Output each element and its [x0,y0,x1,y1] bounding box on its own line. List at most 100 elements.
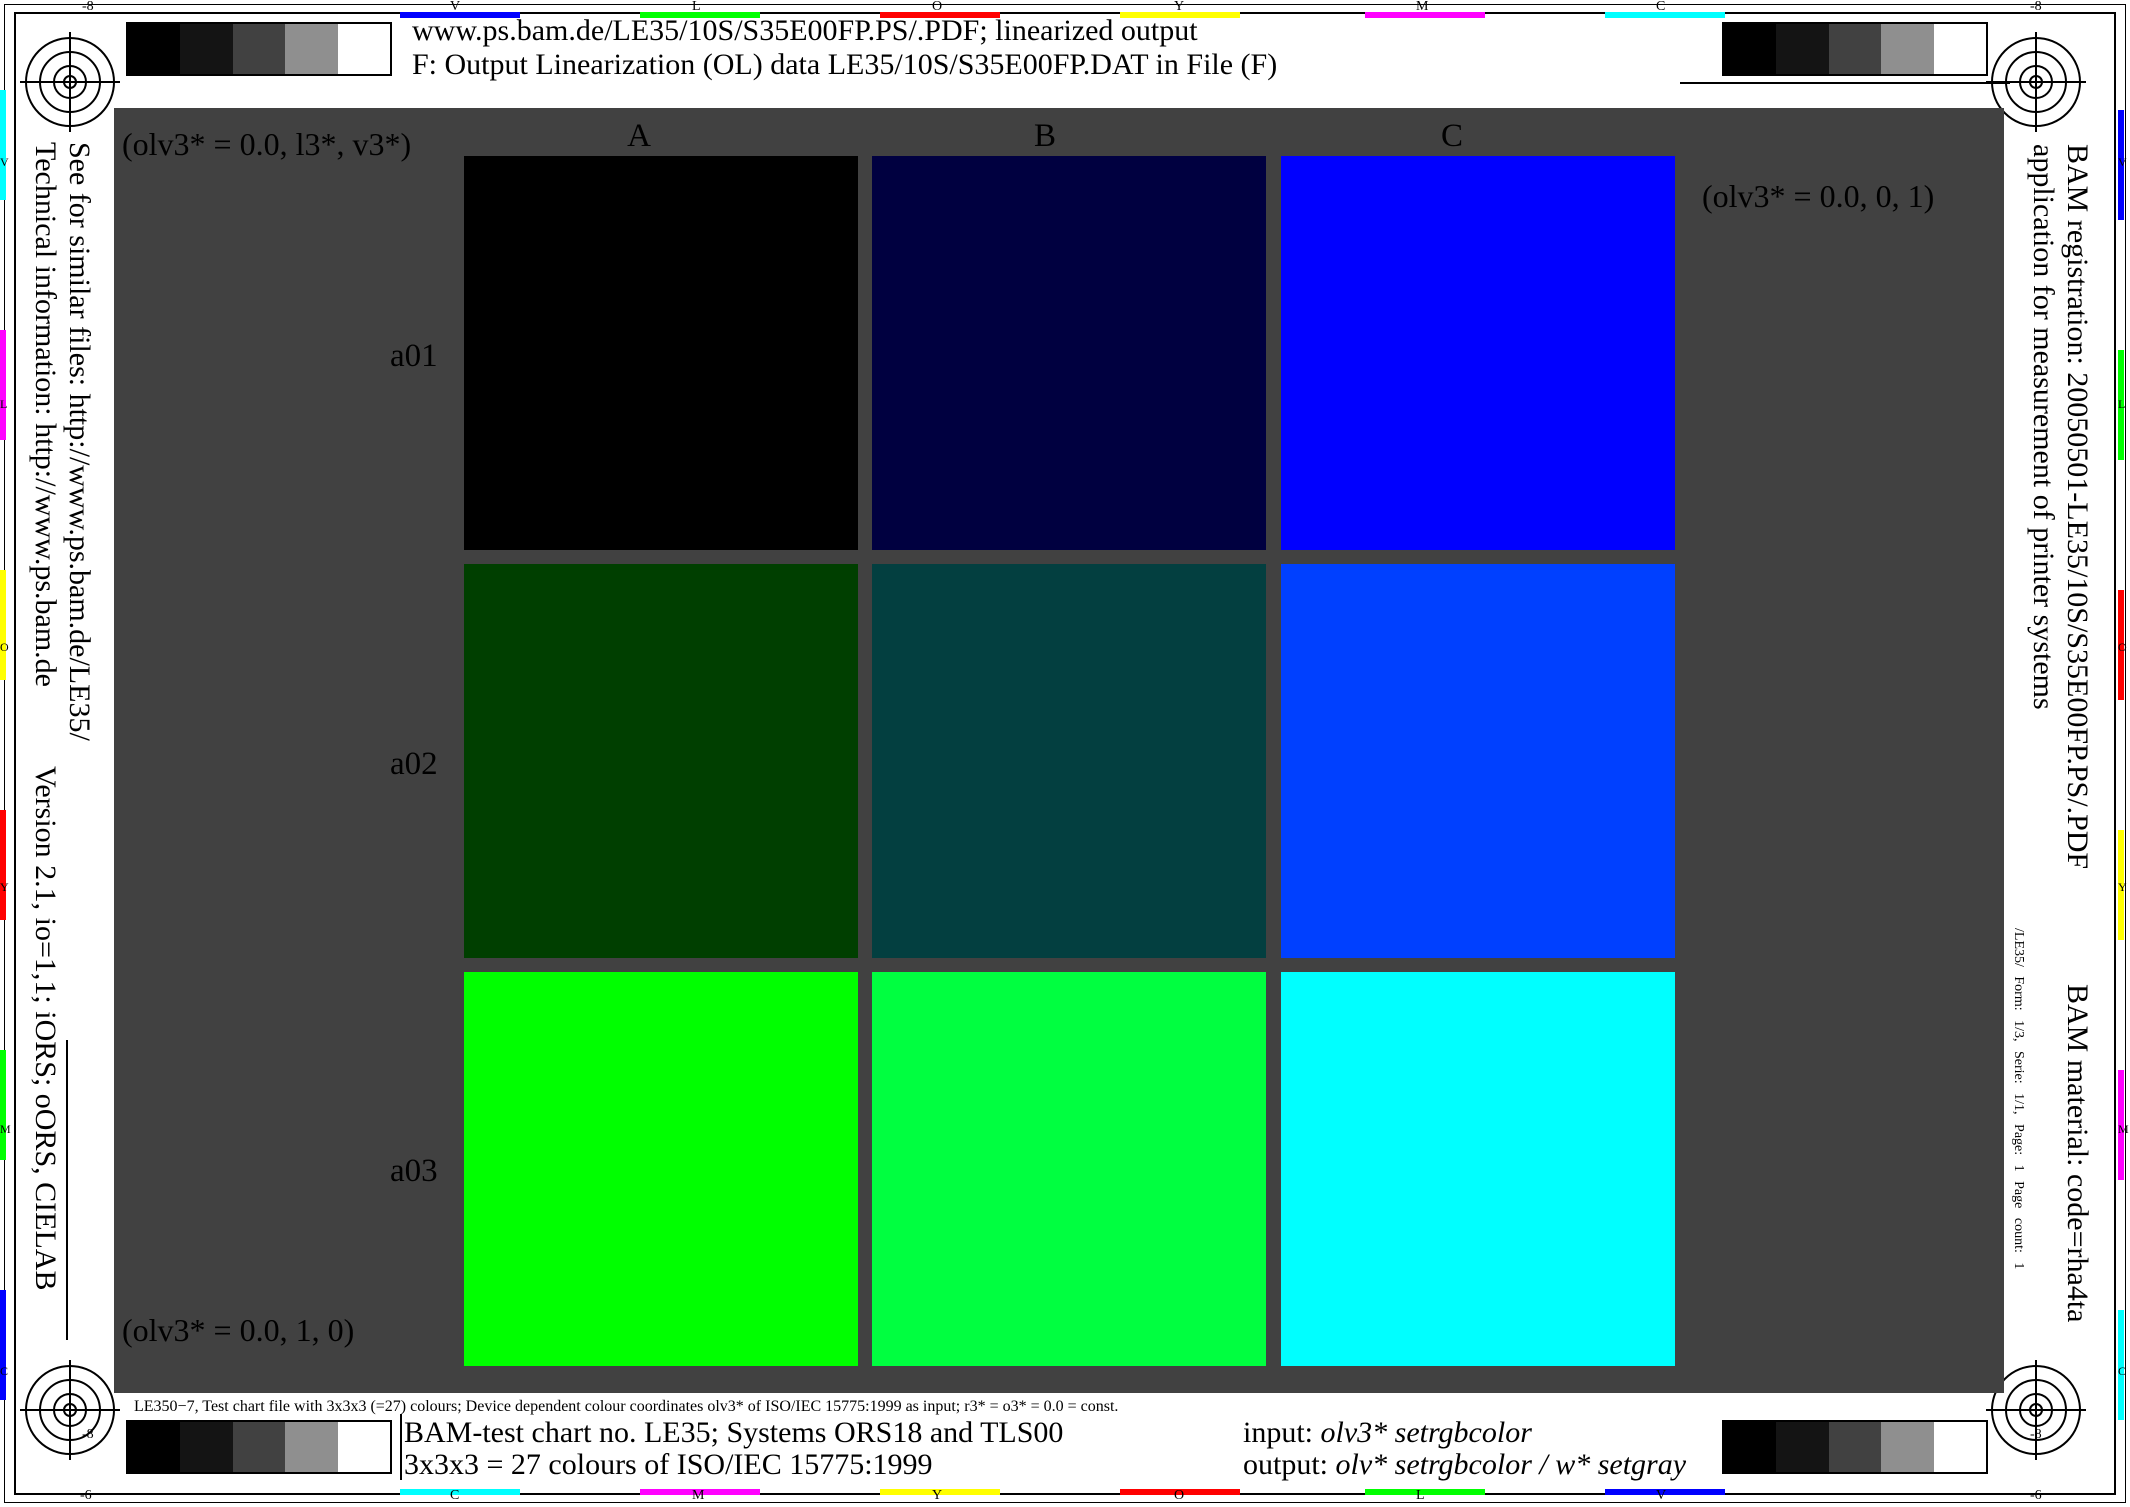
corner-label-top-left: (olv3* = 0.0, l3*, v3*) [122,126,412,162]
top-label-right: -8 [2030,0,2042,14]
footer-input: input: olv3* setrgbcolor [1243,1416,1532,1450]
bottom-label-y: Y [932,1488,943,1503]
bottom-label-left: -6 [80,1488,92,1503]
right-bar-6 [2118,1310,2124,1420]
gray-strip-bottom-left [126,1420,392,1474]
bottom-label-c: C [450,1488,460,1503]
gray-step [1724,24,1777,74]
gray-step [1828,24,1882,74]
right-bar-2 [2118,350,2124,460]
left-edge-label-m: M [0,1122,11,1136]
gray-strip-bottom-right [1722,1420,1988,1474]
left-version-line: Version 2.1, io=1,1; iORS; oORS, CIELAB [29,766,62,1291]
color-patch-a01-A [464,156,858,550]
color-patch-a02-B [872,564,1266,958]
color-patch-a02-C [1281,564,1675,958]
inner-frame [14,12,2116,1495]
bottom-label-m: M [692,1488,705,1503]
right-edge-label-o: O [2118,640,2127,654]
top-bar-o [880,12,1000,18]
top-label-l: L [692,0,701,14]
gray-step [1776,24,1829,74]
bottom-bar-v [1605,1489,1725,1495]
column-label-b: B [1033,118,1056,154]
top-label-left: -8 [82,0,94,14]
right-form-line: /LE35/ Form: 1/3, Serie: 1/1, Page: 1 Pa… [2011,928,2026,1270]
left-bar-3 [0,570,6,680]
gray-step [232,1422,286,1472]
right-registration-line: BAM registration: 20050501-LE35/10S/S35E… [2061,144,2094,870]
right-bar-1 [2118,110,2124,220]
registration-mark-bottom-left [20,1360,120,1460]
row-label-a01: a01 [390,338,438,374]
top-label-y: Y [1174,0,1185,14]
gray-step [128,24,181,74]
gray-step [285,24,338,74]
bottom-label-v: V [1656,1488,1667,1503]
gray-step [285,1422,338,1472]
gray-step [1724,1422,1777,1472]
gray-step [1933,1422,1987,1472]
right-bar-3 [2118,590,2124,700]
left-info-line-2: Technical information: http://www.ps.bam… [29,142,62,687]
bottom-bar-y [880,1489,1000,1495]
bottom-label-l: L [1416,1488,1425,1503]
header-rule [1680,82,2010,84]
gray-strip-top-left [126,22,392,76]
footer-output: output: olv* setrgbcolor / w* setgray [1243,1448,1686,1482]
right-edge-label-c: C [2118,1364,2127,1378]
gray-step [337,24,391,74]
registration-mark-top-left [20,32,120,132]
left-edge-label-y: Y [0,880,9,894]
left-rule [66,1040,68,1340]
top-bar-v [400,12,520,18]
bottom-bar-c [400,1489,520,1495]
row-label-a02: a02 [390,746,438,782]
header-line-1: www.ps.bam.de/LE35/10S/S35E00FP.PS/.PDF;… [412,14,1198,47]
footer-divider [400,1414,402,1480]
gray-step [180,24,233,74]
gray-step [232,24,286,74]
row-label-a03: a03 [390,1153,438,1189]
top-bar-c [1605,12,1725,18]
right-edge-label-m: M [2118,1122,2129,1136]
gray-step [180,1422,233,1472]
bottom-bar-l [1365,1489,1485,1495]
gray-step [1881,24,1934,74]
column-label-c: C [1440,118,1463,154]
left-bar-5 [0,1050,6,1160]
top-label-m: M [1416,0,1429,14]
top-bar-m [1365,12,1485,18]
bottom-bar-o [1120,1489,1240,1495]
right-edge-label-l: L [2118,397,2126,411]
color-patch-a01-B [872,156,1266,550]
right-bar-5 [2118,1070,2124,1180]
corner-label-bottom-left: (olv3* = 0.0, 1, 0) [122,1312,355,1348]
left-edge-label-o: O [0,640,9,654]
color-patch-a03-A [464,972,858,1366]
top-label-c: C [1656,0,1666,14]
right-edge-label-v: V [2118,155,2127,169]
footer-input-label: input: [1243,1416,1321,1449]
bottom-bar-m [640,1489,760,1495]
header-line-2: F: Output Linearization (OL) data LE35/1… [412,48,1278,81]
gray-step [1933,24,1987,74]
left-info-line-1: See for similar files: http://www.ps.bam… [63,142,96,741]
gray-step [1828,1422,1882,1472]
color-patch-a03-B [872,972,1266,1366]
outer-frame [4,4,2126,1503]
left-bar-4 [0,810,6,920]
gray-step [1776,1422,1829,1472]
gray-strip-top-right [1722,22,1988,76]
gray-step [337,1422,391,1472]
registration-mark-bottom-right [1986,1360,2086,1460]
right-material-line: BAM material: code=rha4ta [2061,984,2094,1323]
right-edge-label-y: Y [2118,880,2127,894]
right-bar-4 [2118,830,2124,940]
left-bar-6 [0,1290,6,1400]
gray-step [1881,1422,1934,1472]
color-patch-a01-C [1281,156,1675,550]
bottom-label-o: O [1174,1488,1185,1503]
top-bar-y [1120,12,1240,18]
gray-step [128,1422,181,1472]
